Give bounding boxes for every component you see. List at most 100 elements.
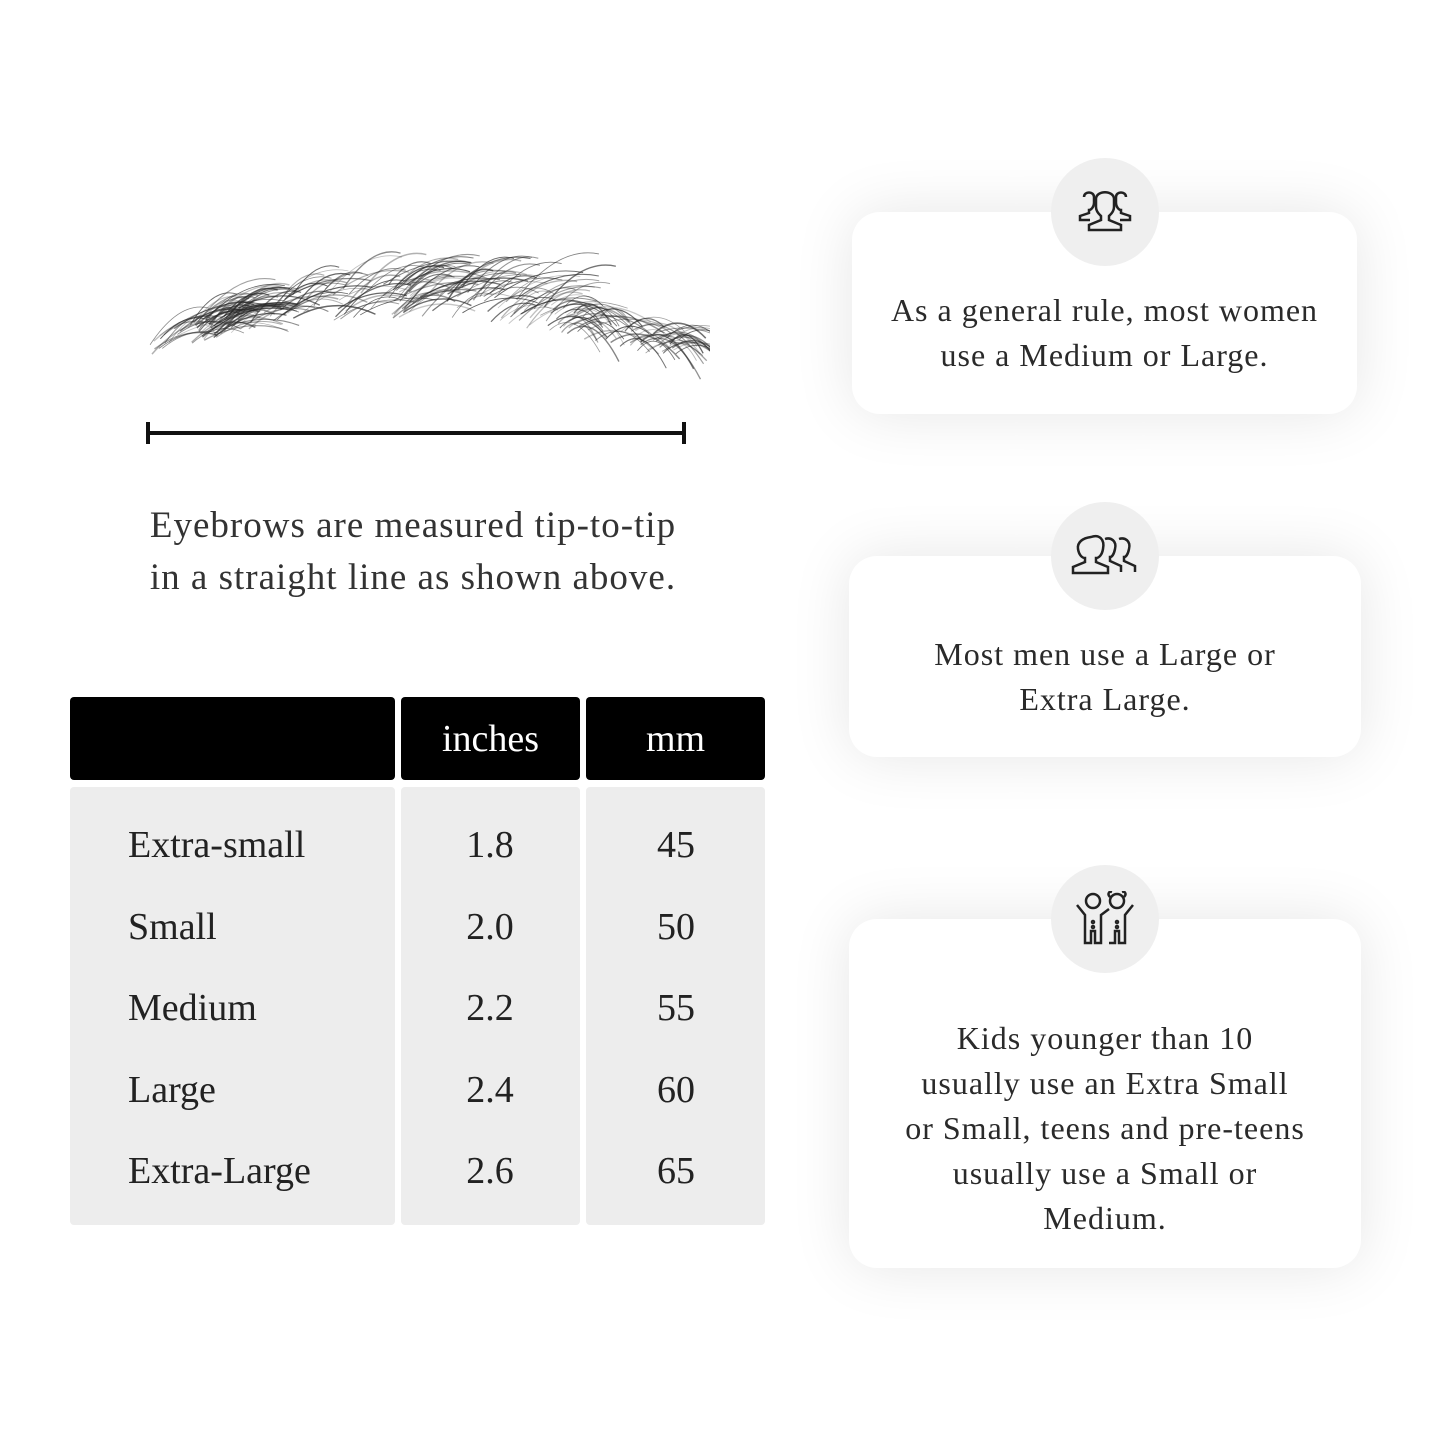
eyebrow-hair xyxy=(209,300,255,325)
eyebrow-hair xyxy=(332,269,410,296)
eyebrow-hair xyxy=(652,322,707,339)
eyebrow-hair xyxy=(469,281,548,301)
eyebrow-hair xyxy=(340,301,400,320)
eyebrow-hair xyxy=(460,270,527,287)
eyebrow-hair xyxy=(526,289,591,329)
card-text: As a general rule, most women use a Medi… xyxy=(890,292,1319,373)
eyebrow-hair xyxy=(483,286,539,302)
eyebrow-hair xyxy=(494,270,584,299)
kids-card: Kids younger than 10 usually use an Extr… xyxy=(849,919,1361,1268)
eyebrow-hair xyxy=(196,299,240,329)
eyebrow-hair xyxy=(430,261,494,293)
eyebrow-hair xyxy=(577,321,625,340)
eyebrow-hair xyxy=(403,270,489,285)
eyebrow-hair xyxy=(360,297,437,316)
eyebrow-hair xyxy=(159,321,214,337)
eyebrow-hair xyxy=(508,306,559,324)
eyebrow-hair xyxy=(578,315,665,334)
eyebrow-hair xyxy=(629,333,708,362)
eyebrow-hair xyxy=(480,256,539,292)
eyebrow-hair xyxy=(540,301,628,316)
eyebrow-hair xyxy=(174,302,262,330)
eyebrow-hair xyxy=(343,279,407,315)
eyebrow-hair xyxy=(227,303,295,327)
eyebrow-hair xyxy=(637,340,676,361)
eyebrow-hair xyxy=(208,304,253,325)
eyebrow-hair xyxy=(392,265,445,291)
eyebrow-hair xyxy=(620,320,671,334)
eyebrow-hair xyxy=(306,280,348,299)
eyebrow-hair xyxy=(640,337,702,380)
eyebrow-hair xyxy=(348,268,406,295)
cell-size: Extra-Large xyxy=(128,1150,311,1192)
eyebrow-hair xyxy=(582,307,620,327)
eyebrow-hair xyxy=(631,329,680,348)
eyebrow-hair xyxy=(421,269,506,317)
eyebrow-hair xyxy=(213,318,300,334)
eyebrow-hair xyxy=(347,274,401,304)
eyebrow-hair xyxy=(671,339,710,349)
caption-line: in a straight line as shown above. xyxy=(149,557,677,598)
eyebrow-hair xyxy=(509,285,595,318)
caption-line: Eyebrows are measured tip-to-tip xyxy=(149,505,677,546)
eyebrow-hair xyxy=(398,303,476,318)
cell-size: Medium xyxy=(128,987,257,1029)
eyebrow-hair xyxy=(466,280,513,304)
eyebrow-hair xyxy=(149,306,210,345)
eyebrow-hair xyxy=(566,325,620,362)
eyebrow-hair xyxy=(554,302,608,315)
eyebrow-hair xyxy=(237,287,287,321)
eyebrow-hair xyxy=(545,282,611,322)
eyebrow-hair xyxy=(561,322,599,343)
eyebrow-hair xyxy=(283,285,373,315)
eyebrow-hair xyxy=(576,303,630,323)
eyebrow-hair xyxy=(210,303,285,329)
eyebrow-hair xyxy=(168,314,214,343)
eyebrow-hair xyxy=(479,263,541,297)
eyebrow-hair xyxy=(490,302,536,323)
eyebrow-hair xyxy=(549,322,601,353)
cell-inches: 1.8 xyxy=(466,824,514,866)
eyebrow-hair xyxy=(489,275,537,294)
eyebrow-hair xyxy=(499,304,552,321)
eyebrow-hair xyxy=(215,320,282,338)
eyebrow-hair xyxy=(353,296,399,318)
eyebrow-hair xyxy=(292,265,340,296)
eyebrow-hair xyxy=(370,265,426,288)
eyebrow-hair xyxy=(333,299,415,321)
eyebrow-hair xyxy=(487,295,538,313)
eyebrow-hair xyxy=(398,265,456,298)
eyebrow-hair xyxy=(595,331,650,353)
eyebrow-hair xyxy=(413,283,467,308)
cell-mm: 65 xyxy=(657,1150,695,1192)
eyebrow-hair xyxy=(678,329,710,340)
eyebrow-hair xyxy=(559,316,604,332)
header-inches: inches xyxy=(401,697,580,780)
eyebrow-hair xyxy=(273,305,329,322)
eyebrow-hair xyxy=(663,326,710,339)
eyebrow-illustration xyxy=(149,251,710,380)
eyebrow-hair xyxy=(497,274,581,309)
eyebrow-hair xyxy=(409,287,470,312)
measurement-caption: Eyebrows are measured tip-to-tip in a st… xyxy=(100,500,726,604)
cell-size: Extra-small xyxy=(128,824,306,866)
eyebrow-hair xyxy=(215,302,297,337)
eyebrow-hair xyxy=(406,267,471,285)
eyebrow-hair xyxy=(587,318,673,334)
eyebrow-hair xyxy=(449,256,531,291)
eyebrow-hair xyxy=(529,291,583,319)
eyebrow-hair xyxy=(451,272,522,292)
cell-size: Small xyxy=(128,905,217,948)
cell-mm: 50 xyxy=(657,905,695,948)
eyebrow-hair xyxy=(169,304,259,330)
eyebrow-hair xyxy=(293,294,368,309)
eyebrow-hair xyxy=(208,285,282,326)
cell-inches: 2.4 xyxy=(466,1068,514,1111)
eyebrow-hair xyxy=(543,264,617,307)
card-text: Most men use a Large or Extra Large. xyxy=(934,635,1276,717)
eyebrow-hair xyxy=(223,292,270,317)
eyebrow-hair xyxy=(403,290,462,312)
eyebrow-hair xyxy=(162,332,218,349)
eyebrow-hair xyxy=(284,282,328,300)
eyebrow-hair xyxy=(398,275,487,293)
